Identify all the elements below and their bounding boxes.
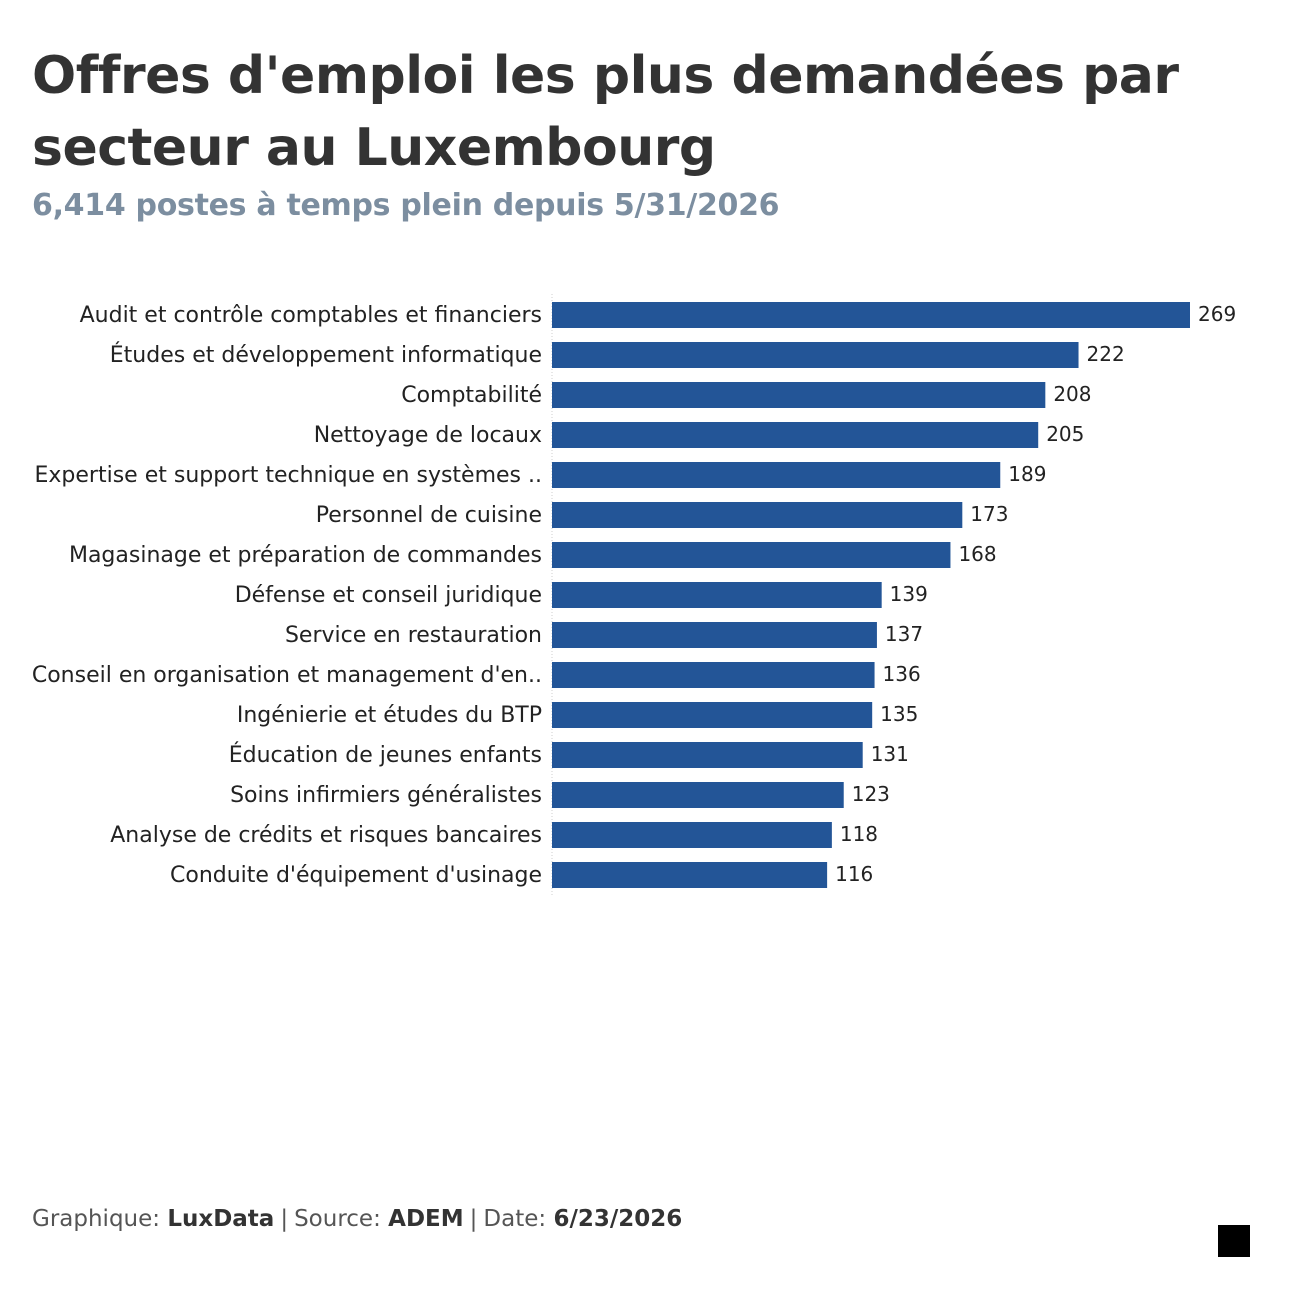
category-label: Études et développement informatique (110, 342, 542, 368)
data-label: 173 (970, 502, 1008, 526)
data-label: 269 (1198, 302, 1236, 326)
footer-separator: | (280, 1206, 289, 1232)
data-label: 222 (1087, 342, 1125, 366)
footer-source-label: Source: (294, 1206, 389, 1232)
chart-subtitle: 6,414 postes à temps plein depuis 5/31/2… (32, 188, 780, 223)
brand-logo-icon (1218, 1225, 1250, 1257)
bar (552, 862, 828, 888)
bar (552, 582, 882, 608)
category-label: Conseil en organisation et management d'… (32, 663, 542, 688)
bar (552, 622, 877, 648)
bar (552, 702, 873, 728)
data-label: 116 (835, 862, 873, 886)
footer-graphic-value: LuxData (167, 1206, 275, 1232)
data-label: 137 (885, 622, 923, 646)
category-label: Personnel de cuisine (316, 503, 542, 528)
footer-separator: | (469, 1206, 478, 1232)
category-label: Défense et conseil juridique (235, 583, 542, 608)
data-label: 168 (958, 542, 996, 566)
category-label: Analyse de crédits et risques bancaires (110, 823, 542, 848)
category-label: Ingénierie et études du BTP (237, 703, 542, 728)
data-label: 189 (1008, 462, 1046, 486)
category-label: Audit et contrôle comptables et financie… (80, 303, 542, 328)
bar (552, 782, 844, 808)
category-label: Magasinage et préparation de commandes (69, 543, 542, 568)
bar (552, 822, 832, 848)
category-label: Nettoyage de locaux (314, 423, 542, 448)
category-label: Conduite d'équipement d'usinage (170, 863, 542, 888)
bar (552, 382, 1046, 408)
bar (552, 502, 963, 528)
data-label: 139 (890, 582, 928, 606)
chart-title: Offres d'emploi les plus demandées par s… (32, 46, 1179, 178)
data-label: 131 (871, 742, 909, 766)
data-label: 123 (852, 782, 890, 806)
footer-date-value: 6/23/2026 (553, 1206, 683, 1232)
bar (552, 742, 863, 768)
bar (552, 462, 1001, 488)
data-label: 118 (840, 822, 878, 846)
category-label: Service en restauration (285, 623, 542, 648)
footer-source-value: ADEM (388, 1206, 464, 1232)
bar (552, 302, 1190, 328)
data-label: 205 (1046, 422, 1084, 446)
bar (552, 542, 951, 568)
category-label: Soins infirmiers généralistes (230, 783, 542, 808)
category-label: Expertise et support technique en systèm… (35, 463, 542, 488)
data-label: 136 (883, 662, 921, 686)
data-label: 208 (1053, 382, 1091, 406)
category-label: Éducation de jeunes enfants (229, 742, 542, 768)
bar (552, 662, 875, 688)
bar (552, 342, 1079, 368)
data-label: 135 (880, 702, 918, 726)
footer-graphic-label: Graphique: (32, 1206, 168, 1232)
footer-date-label: Date: (483, 1206, 554, 1232)
bar (552, 422, 1039, 448)
footer-credits: Graphique: LuxData | Source: ADEM | Date: 6/… (32, 1206, 682, 1232)
category-label: Comptabilité (401, 383, 542, 408)
